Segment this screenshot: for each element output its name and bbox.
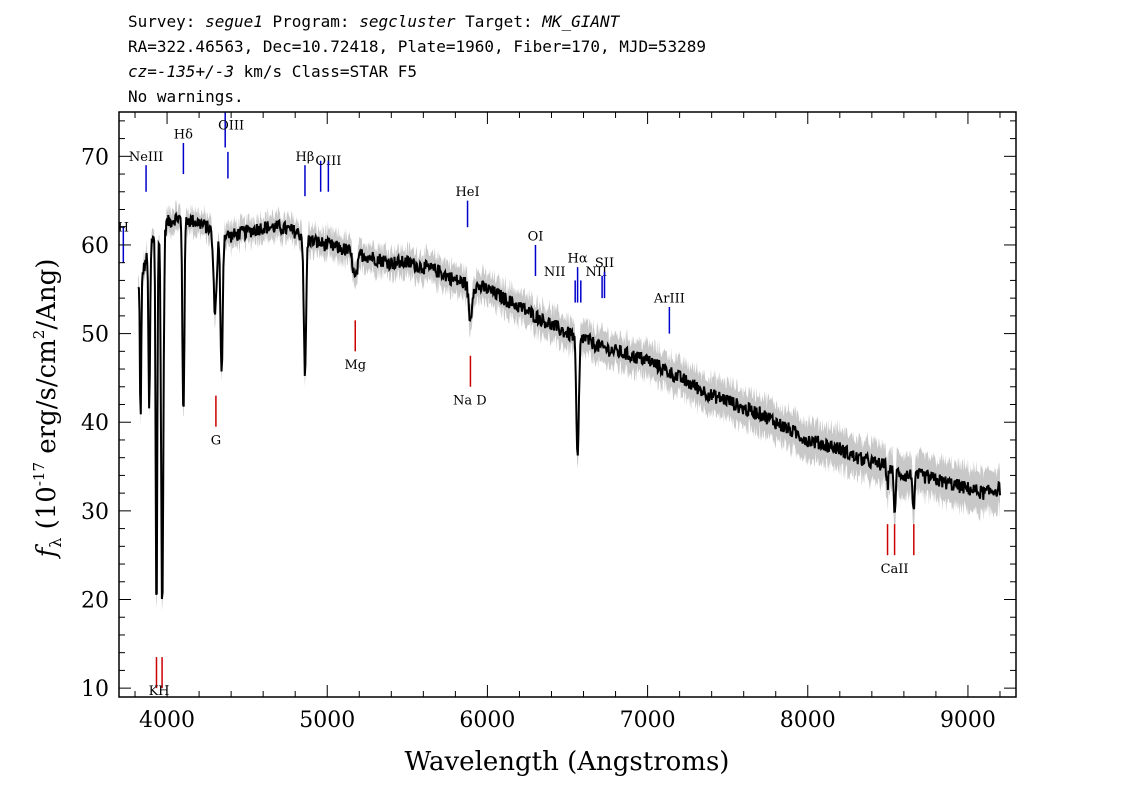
emission-line-label: Hα xyxy=(568,252,588,267)
absorption-line-label: Mg xyxy=(344,358,366,373)
cz-key: cz= xyxy=(128,62,157,81)
emission-line-label: HeI xyxy=(455,185,479,200)
emission-line-label: Hδ xyxy=(174,128,193,143)
y-tick-label: 60 xyxy=(81,234,109,259)
header-line-2: RA=322.46563, Dec=10.72418, Plate=1960, … xyxy=(128,37,706,56)
y-axis-title: fλ (10-17 erg/s/cm2/Ang) xyxy=(30,259,65,560)
x-tick-label: 5000 xyxy=(299,708,355,733)
survey-key: Survey: xyxy=(128,12,206,31)
spectrum-layer xyxy=(137,211,1001,600)
y-tick-label: 30 xyxy=(81,500,109,525)
y-tick-label: 20 xyxy=(81,589,109,614)
x-tick-label: 6000 xyxy=(459,708,515,733)
target-key: Target: xyxy=(455,12,543,31)
emission-line-label: NII xyxy=(544,265,566,280)
x-tick-label: 9000 xyxy=(940,708,996,733)
absorption-line-label: Na D xyxy=(453,394,487,409)
y-title-tail: /Ang) xyxy=(32,259,62,330)
absorption-line-label: H xyxy=(158,684,169,699)
emission-line-label: SII xyxy=(595,256,614,271)
y-tick-label: 50 xyxy=(81,323,109,348)
y-tick-label: 40 xyxy=(81,411,109,436)
header-line-1: Survey: segue1 Program: segcluster Targe… xyxy=(128,12,619,31)
cz-value: -135+/-3 xyxy=(156,62,234,81)
absorption-line-label: CaII xyxy=(881,562,909,577)
y-title-mid: (10 xyxy=(32,486,62,538)
spectrum-line xyxy=(137,211,1001,600)
emission-line-label: ArIII xyxy=(653,292,685,307)
y-title-exp2: 2 xyxy=(30,330,48,340)
survey-value: segue1 xyxy=(205,12,263,31)
y-title-lambda: λ xyxy=(46,538,65,548)
y-tick-label: 10 xyxy=(81,677,109,702)
emission-line-label: OI xyxy=(528,230,544,245)
emission-line-label: NeIII xyxy=(129,150,163,165)
x-tick-label: 4000 xyxy=(139,708,195,733)
y-title-exp: -17 xyxy=(30,462,48,486)
emission-line-label: OIII xyxy=(218,119,244,134)
header-line-3: cz=-135+/-3 km/s Class=STAR F5 xyxy=(128,62,417,81)
plot-frame xyxy=(118,111,1017,698)
y-title-mid2: erg/s/cm xyxy=(32,339,62,462)
x-axis-title: Wavelength (Angstroms) xyxy=(405,747,730,777)
axes-layer: 4000 5000 6000 7000 8000 9000 10 20 30 40 50 60 70 xyxy=(81,111,1017,733)
class-info: km/s Class=STAR F5 xyxy=(233,62,417,81)
emission-line-label: Hβ xyxy=(296,150,315,165)
absorption-line-label: K xyxy=(149,684,159,699)
header-line-4: No warnings. xyxy=(128,87,244,106)
svg-text:fλ (10-17 erg/s/cm2/Ang): fλ (10-17 erg/s/cm2/Ang) xyxy=(30,259,65,560)
program-key: Program: xyxy=(262,12,360,31)
emission-line-label: H xyxy=(118,221,129,236)
x-tick-label: 7000 xyxy=(620,708,676,733)
target-value: MK_GIANT xyxy=(542,12,620,31)
program-value: segcluster xyxy=(359,12,456,31)
y-tick-label: 70 xyxy=(81,145,109,170)
emission-line-label: NII xyxy=(586,265,608,280)
absorption-line-label: G xyxy=(211,433,221,448)
x-tick-label: 8000 xyxy=(780,708,836,733)
